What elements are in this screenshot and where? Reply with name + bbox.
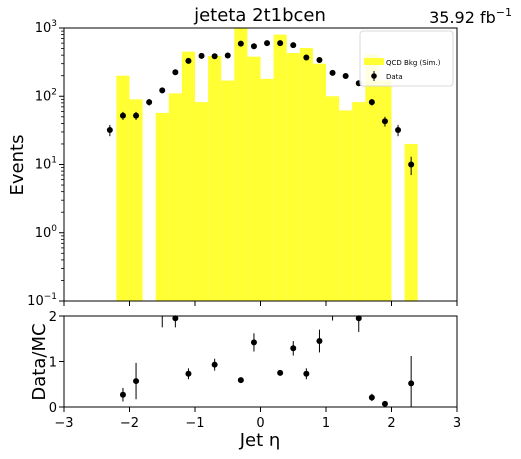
ratio-point [211,361,218,368]
main-plot-panel: 10−1 100 101 102 103 Events QCD Bkg (Sim.) D… [7,19,458,309]
data-point [408,161,415,168]
qcd-bar [168,93,182,301]
x-tick-label: −2 [120,416,139,431]
ratio-points-series [119,315,415,407]
data-point [290,42,297,49]
qcd-bar [129,99,143,301]
qcd-bar [208,55,222,302]
data-point [342,73,349,80]
data-point [224,52,231,59]
ratio-point [290,345,297,352]
qcd-bar [326,96,340,301]
qcd-bar [116,75,130,301]
ratio-point [277,369,284,376]
y-axis-label-events: Events [7,135,28,196]
qcd-bar [260,78,274,301]
qcd-bar [195,102,209,301]
data-point [277,40,284,47]
legend-label-qcd: QCD Bkg (Sim.) [386,59,441,67]
legend-box [359,30,454,87]
legend-marker-data [371,73,377,79]
qcd-bar [299,47,313,301]
ratio-plot-ticks: 0 1 2 −3 −2 −1 0 1 2 3 [49,310,461,431]
qcd-bar [273,34,287,302]
ratio-point [355,315,362,322]
data-point [119,112,126,119]
data-point [329,69,336,76]
legend-label-data: Data [386,73,403,81]
data-point [264,40,271,47]
data-point [303,54,310,61]
qcd-bar [286,53,300,301]
x-tick-label: −1 [185,416,204,431]
y-axis-label-data-mc: Data/MC [29,323,50,400]
qcd-bar [339,110,353,301]
data-point [172,69,179,76]
ratio-y-tick-label: 2 [49,310,57,325]
qcd-bar [312,63,326,301]
qcd-bar [404,143,418,301]
data-point [395,127,402,134]
ratio-point [316,338,323,345]
x-axis-label-jet-eta: Jet η [239,430,281,451]
ratio-y-tick-label: 0 [49,401,57,416]
x-tick-label: 0 [256,416,264,431]
ratio-point [119,391,126,398]
x-tick-label: 3 [453,416,461,431]
data-point [133,112,140,119]
qcd-bar [247,56,261,302]
qcd-bar [365,54,379,301]
data-point [159,87,166,94]
qcd-bar [352,102,366,301]
data-point [237,40,244,47]
qcd-bar [155,112,169,301]
ratio-point [368,394,375,401]
ratio-point [408,380,415,387]
data-point [198,52,205,59]
data-point [106,127,113,134]
x-tick-label: 2 [387,416,395,431]
x-tick-label: 1 [322,416,330,431]
ratio-point [237,377,244,384]
ratio-plot-panel: 0 1 2 −3 −2 −1 0 1 2 3 Data/MC Jet η [29,310,461,451]
y-tick-label: 10−1 [27,292,57,309]
data-point [211,53,218,60]
y-tick-label: 100 [35,224,58,241]
ratio-y-tick-label: 1 [49,356,57,371]
ratio-point [185,370,192,377]
luminosity-label: 35.92 fb−1 [429,6,512,27]
qcd-bar [234,28,248,301]
qcd-bar [181,51,195,302]
ratio-point [381,400,388,407]
chart-title: jeteta 2t1bcen [193,5,326,26]
y-tick-label: 101 [35,156,57,173]
data-point [381,118,388,125]
main-plot-ticks: 10−1 100 101 102 103 [27,19,458,309]
legend: QCD Bkg (Sim.) Data [359,30,454,87]
data-point [368,99,375,106]
qcd-bar [378,80,392,302]
qcd-bkg-histogram [116,28,418,302]
legend-swatch-qcd [364,58,384,65]
y-tick-label: 102 [35,87,57,104]
x-tick-label: −3 [54,416,73,431]
qcd-bar [221,80,235,302]
ratio-point [172,315,179,322]
y-tick-label: 103 [35,19,57,36]
ratio-point [303,370,310,377]
data-point [185,57,192,64]
data-point [146,99,153,106]
ratio-point [133,378,140,385]
data-point [250,43,257,50]
data-point [316,56,323,63]
ratio-point [250,339,257,346]
